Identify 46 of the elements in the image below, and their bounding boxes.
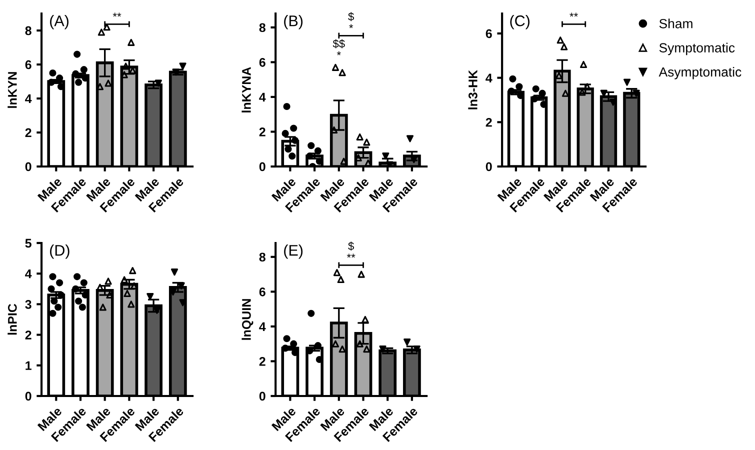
annotation: **	[570, 12, 578, 17]
y-tick-label: 6	[259, 58, 266, 67]
y-tick-label: 0	[25, 162, 32, 172]
y-tick-label: 3	[25, 300, 32, 309]
y-tick-label: 4	[25, 270, 32, 278]
annotation: $	[348, 12, 354, 22]
annotation: $	[348, 242, 354, 251]
y-tick-label: 2	[259, 128, 266, 136]
legend-label: Sham	[659, 18, 692, 28]
annotation: *	[336, 51, 341, 56]
y-tick-label: 8	[25, 26, 32, 36]
annotation: $$	[332, 39, 345, 48]
annotation: **	[346, 254, 356, 258]
y-tick-label: 4	[25, 94, 32, 104]
y-tick-label: 2	[25, 128, 32, 138]
chart-title: (D)	[50, 244, 70, 259]
y-tick-label: 0	[486, 162, 492, 172]
y-tick-label: 2	[25, 330, 32, 340]
y-tick-label: 6	[486, 29, 492, 38]
annotation: **	[112, 12, 122, 17]
chart-title: (B)	[284, 15, 303, 30]
y-axis-title: lnQUIN	[242, 299, 254, 340]
y-tick-label: 2	[259, 357, 266, 366]
y-tick-label: 2	[486, 118, 492, 127]
annotation: *	[349, 24, 354, 28]
y-tick-label: 8	[259, 252, 266, 262]
y-axis-title: ln3-HK	[468, 70, 478, 110]
chart-title: (E)	[284, 244, 303, 259]
y-tick-label: 0	[25, 392, 32, 401]
legend-label: Asymptomatic	[658, 66, 742, 80]
y-tick-label: 1	[26, 361, 32, 370]
y-tick-label: 0	[259, 162, 266, 172]
y-tick-label: 8	[259, 23, 266, 32]
y-tick-label: 6	[25, 60, 32, 70]
chart-title: (A)	[50, 15, 68, 30]
y-tick-label: 4	[259, 322, 266, 331]
y-axis-title: lnPIC	[8, 304, 17, 335]
y-tick-label: 6	[259, 287, 266, 296]
y-tick-label: 4	[259, 92, 266, 102]
y-tick-label: 0	[259, 392, 266, 401]
legend-label: Symptomatic	[659, 42, 735, 56]
y-axis-title: lnKYN	[8, 72, 17, 108]
chart-title: (C)	[510, 15, 530, 30]
y-tick-label: 4	[486, 74, 492, 82]
y-tick-label: 5	[25, 238, 32, 248]
y-axis-title: lnKYNA	[242, 67, 251, 112]
